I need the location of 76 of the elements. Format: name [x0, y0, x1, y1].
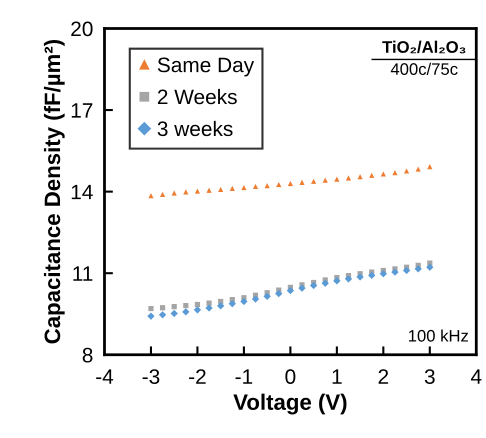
point [170, 310, 178, 318]
x-tick-label: 0 [285, 369, 296, 384]
point [172, 190, 177, 196]
point [392, 170, 398, 176]
point [298, 284, 306, 292]
y-tick-label: 14 [72, 184, 93, 200]
point [183, 189, 188, 194]
annotation: 100 kHz [408, 329, 468, 342]
point [183, 302, 188, 308]
point [402, 266, 410, 274]
point [286, 286, 294, 294]
point [206, 188, 212, 193]
point [182, 308, 190, 316]
y-tick-label: 11 [73, 266, 92, 281]
point [160, 192, 166, 197]
x-tick-label: -3 [142, 369, 160, 384]
x-axis-title: Voltage (V) [233, 394, 346, 414]
point [322, 178, 328, 183]
point [414, 265, 422, 273]
point [194, 306, 202, 314]
point [252, 184, 258, 190]
point [357, 174, 363, 180]
point [205, 304, 213, 312]
point [369, 172, 374, 178]
y-tick-label: 17 [72, 103, 92, 118]
point [391, 268, 399, 276]
legend-label: 3 weeks [158, 120, 233, 136]
point [311, 178, 316, 184]
point [344, 275, 352, 283]
point [147, 312, 155, 320]
point [172, 304, 177, 310]
point [288, 180, 293, 186]
point [240, 298, 248, 306]
point [380, 270, 388, 278]
point [299, 180, 305, 185]
point [158, 311, 166, 318]
y-tick-label: 20 [71, 21, 93, 36]
x-tick-label: 3 [424, 369, 435, 384]
point [333, 277, 341, 284]
annotation: 400c/75c [390, 62, 458, 75]
point [356, 273, 364, 281]
annotation: TiO₂/Al₂O₃ [382, 40, 466, 54]
point [334, 176, 340, 182]
point [263, 292, 271, 300]
point [322, 280, 329, 287]
point [368, 272, 376, 280]
legend-label: Same Day [158, 58, 254, 76]
point [252, 295, 260, 303]
point [427, 164, 432, 170]
point [416, 166, 421, 172]
x-tick-label: 1 [332, 369, 342, 384]
point [194, 188, 200, 194]
point [230, 186, 235, 191]
x-tick-label: 4 [470, 369, 482, 384]
point [218, 186, 224, 192]
point [426, 264, 434, 271]
point [228, 300, 236, 308]
x-tick-label: -1 [236, 369, 252, 384]
point [276, 182, 282, 188]
y-axis-title: Capacitance Density (fF/µm²) [44, 40, 65, 344]
x-tick-label: -4 [96, 369, 114, 384]
point [380, 171, 386, 177]
point [148, 306, 154, 312]
y-tick-label: 8 [82, 348, 92, 363]
point [194, 302, 200, 308]
point [310, 282, 318, 290]
point [275, 290, 282, 298]
point [148, 193, 154, 198]
legend-label: 2 Weeks [158, 88, 237, 104]
point [160, 305, 166, 310]
point [241, 184, 247, 190]
point [217, 302, 224, 310]
x-tick-label: -2 [189, 369, 206, 384]
point [346, 175, 352, 181]
x-tick-label: 2 [378, 369, 388, 384]
point [404, 168, 410, 174]
